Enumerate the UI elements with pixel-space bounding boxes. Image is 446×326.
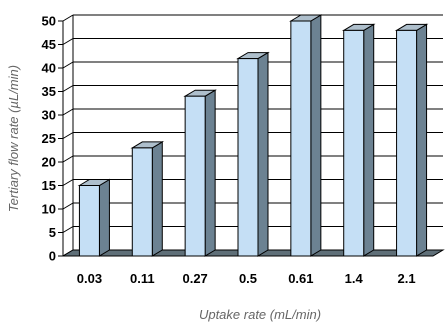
y-tick-label: 40 — [42, 61, 56, 76]
bar-side — [416, 23, 428, 257]
bar — [236, 51, 270, 257]
x-tick-label: 1.4 — [345, 271, 364, 286]
bar-side — [310, 14, 322, 257]
x-tick-label: 0.61 — [288, 271, 313, 286]
gridline-depth — [62, 226, 74, 233]
gridline-depth — [62, 85, 74, 92]
bar — [183, 89, 217, 257]
bar-front — [290, 20, 312, 257]
y-tick-label: 20 — [42, 155, 56, 170]
y-tick-label: 45 — [42, 37, 56, 52]
gridline-depth — [62, 38, 74, 45]
y-tick-label: 0 — [49, 249, 56, 264]
x-tick-label: 0.27 — [182, 271, 207, 286]
gridline-depth — [62, 155, 74, 163]
gridline-depth — [62, 179, 74, 186]
gridline-depth — [62, 14, 74, 22]
bar-side — [204, 89, 216, 257]
y-tick-label: 25 — [42, 131, 56, 146]
y-tick-label: 15 — [42, 178, 56, 193]
bar — [394, 23, 429, 257]
bars — [77, 14, 429, 257]
bar-front — [184, 95, 206, 257]
y-tick-label: 50 — [42, 14, 56, 29]
bar-side — [363, 23, 375, 257]
x-axis-label: Uptake rate (mL/min) — [199, 307, 321, 322]
y-tick-label: 30 — [42, 108, 56, 123]
bar — [341, 23, 376, 257]
bar-side — [151, 141, 163, 257]
gridline-depth — [62, 132, 74, 139]
bar — [289, 14, 323, 257]
x-tick-label: 2.1 — [398, 271, 416, 286]
y-tick-label: 10 — [42, 202, 56, 217]
bar-front — [396, 29, 418, 257]
y-tick-label: 35 — [42, 84, 56, 99]
gridline-depth — [62, 61, 74, 69]
bar-side — [257, 51, 269, 257]
bar — [77, 178, 112, 257]
bar — [130, 141, 165, 257]
bar-front — [343, 29, 365, 257]
gridline-depth — [62, 108, 74, 116]
x-tick-label: 0.5 — [239, 271, 257, 286]
y-tick-label: 5 — [49, 225, 56, 240]
bar-front — [78, 185, 100, 257]
bar-front — [131, 147, 153, 257]
bar-front — [237, 58, 259, 257]
y-axis-label: Tertiary flow rate (µL/min) — [6, 65, 21, 212]
x-tick-label: 0.03 — [77, 271, 102, 286]
gridline-depth — [62, 202, 74, 210]
bar-side — [98, 178, 110, 257]
x-tick-label: 0.11 — [130, 271, 155, 286]
x-tick-labels: 0.03 0.11 0.27 0.5 0.61 1.4 2.1 — [77, 271, 416, 286]
y-tick-labels: 0 5 10 15 20 25 30 35 40 45 50 — [42, 14, 56, 264]
